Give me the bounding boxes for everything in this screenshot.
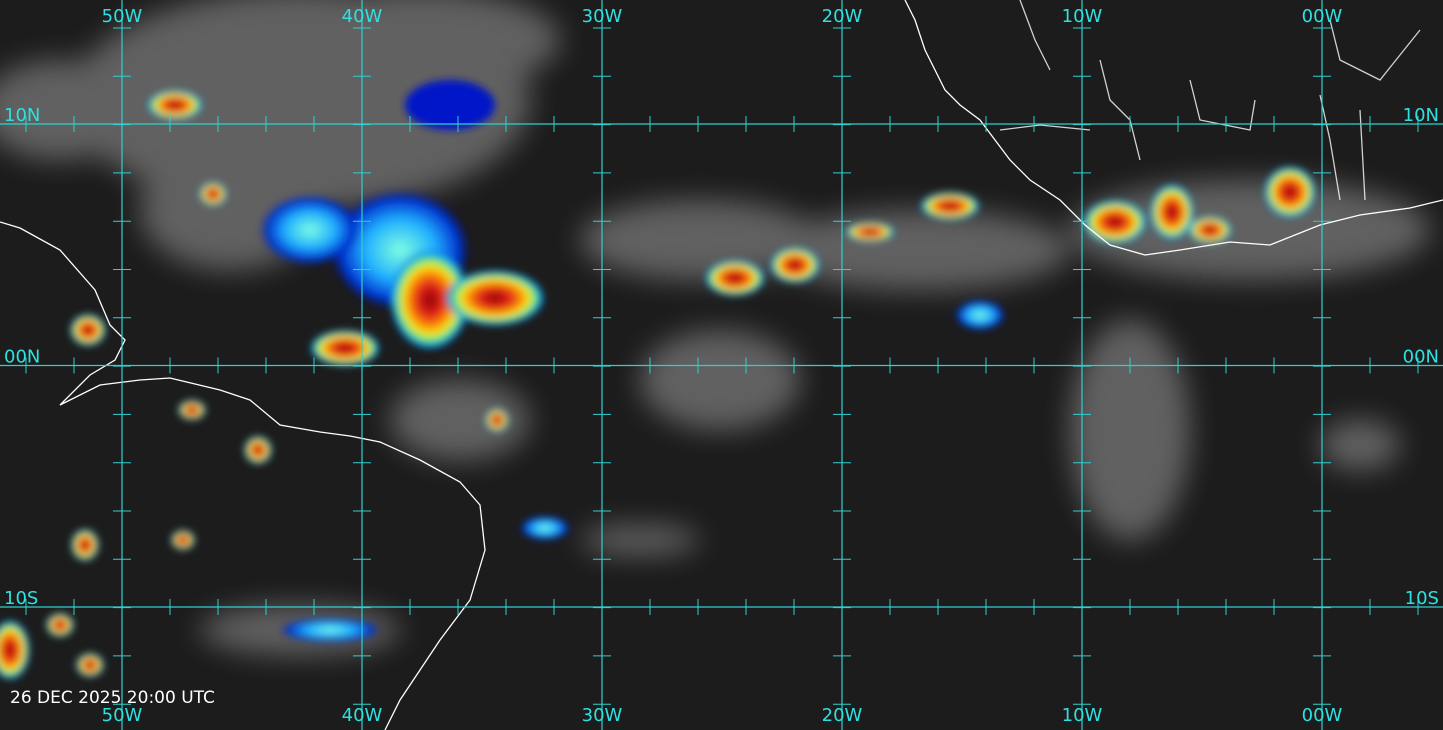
longitude-label-bottom: 40W	[342, 705, 383, 726]
borders	[999, 0, 1421, 201]
longitude-label-top: 30W	[582, 6, 623, 27]
convection	[0, 80, 1316, 680]
latitude-label-left: 00N	[4, 347, 40, 368]
timestamp: 26 DEC 2025 20:00 UTC	[10, 688, 215, 708]
latitude-label-right: 00N	[1403, 347, 1439, 368]
longitude-label-bottom: 00W	[1302, 705, 1343, 726]
longitude-label-bottom: 20W	[822, 705, 863, 726]
africa-coast	[904, 0, 1443, 256]
longitude-label-top: 00W	[1302, 6, 1343, 27]
longitude-label-top: 40W	[342, 6, 383, 27]
longitude-label-top: 10W	[1062, 6, 1103, 27]
longitude-label-bottom: 10W	[1062, 705, 1103, 726]
latitude-label-left: 10S	[4, 588, 38, 609]
latitude-label-right: 10S	[1405, 588, 1439, 609]
latitude-label-left: 10N	[4, 105, 40, 126]
south-america-coast	[0, 221, 486, 730]
longitude-label-top: 20W	[822, 6, 863, 27]
longitude-label-bottom: 30W	[582, 705, 623, 726]
longitude-label-top: 50W	[102, 6, 143, 27]
longitude-label-bottom: 50W	[102, 705, 143, 726]
latitude-label-right: 10N	[1403, 105, 1439, 126]
